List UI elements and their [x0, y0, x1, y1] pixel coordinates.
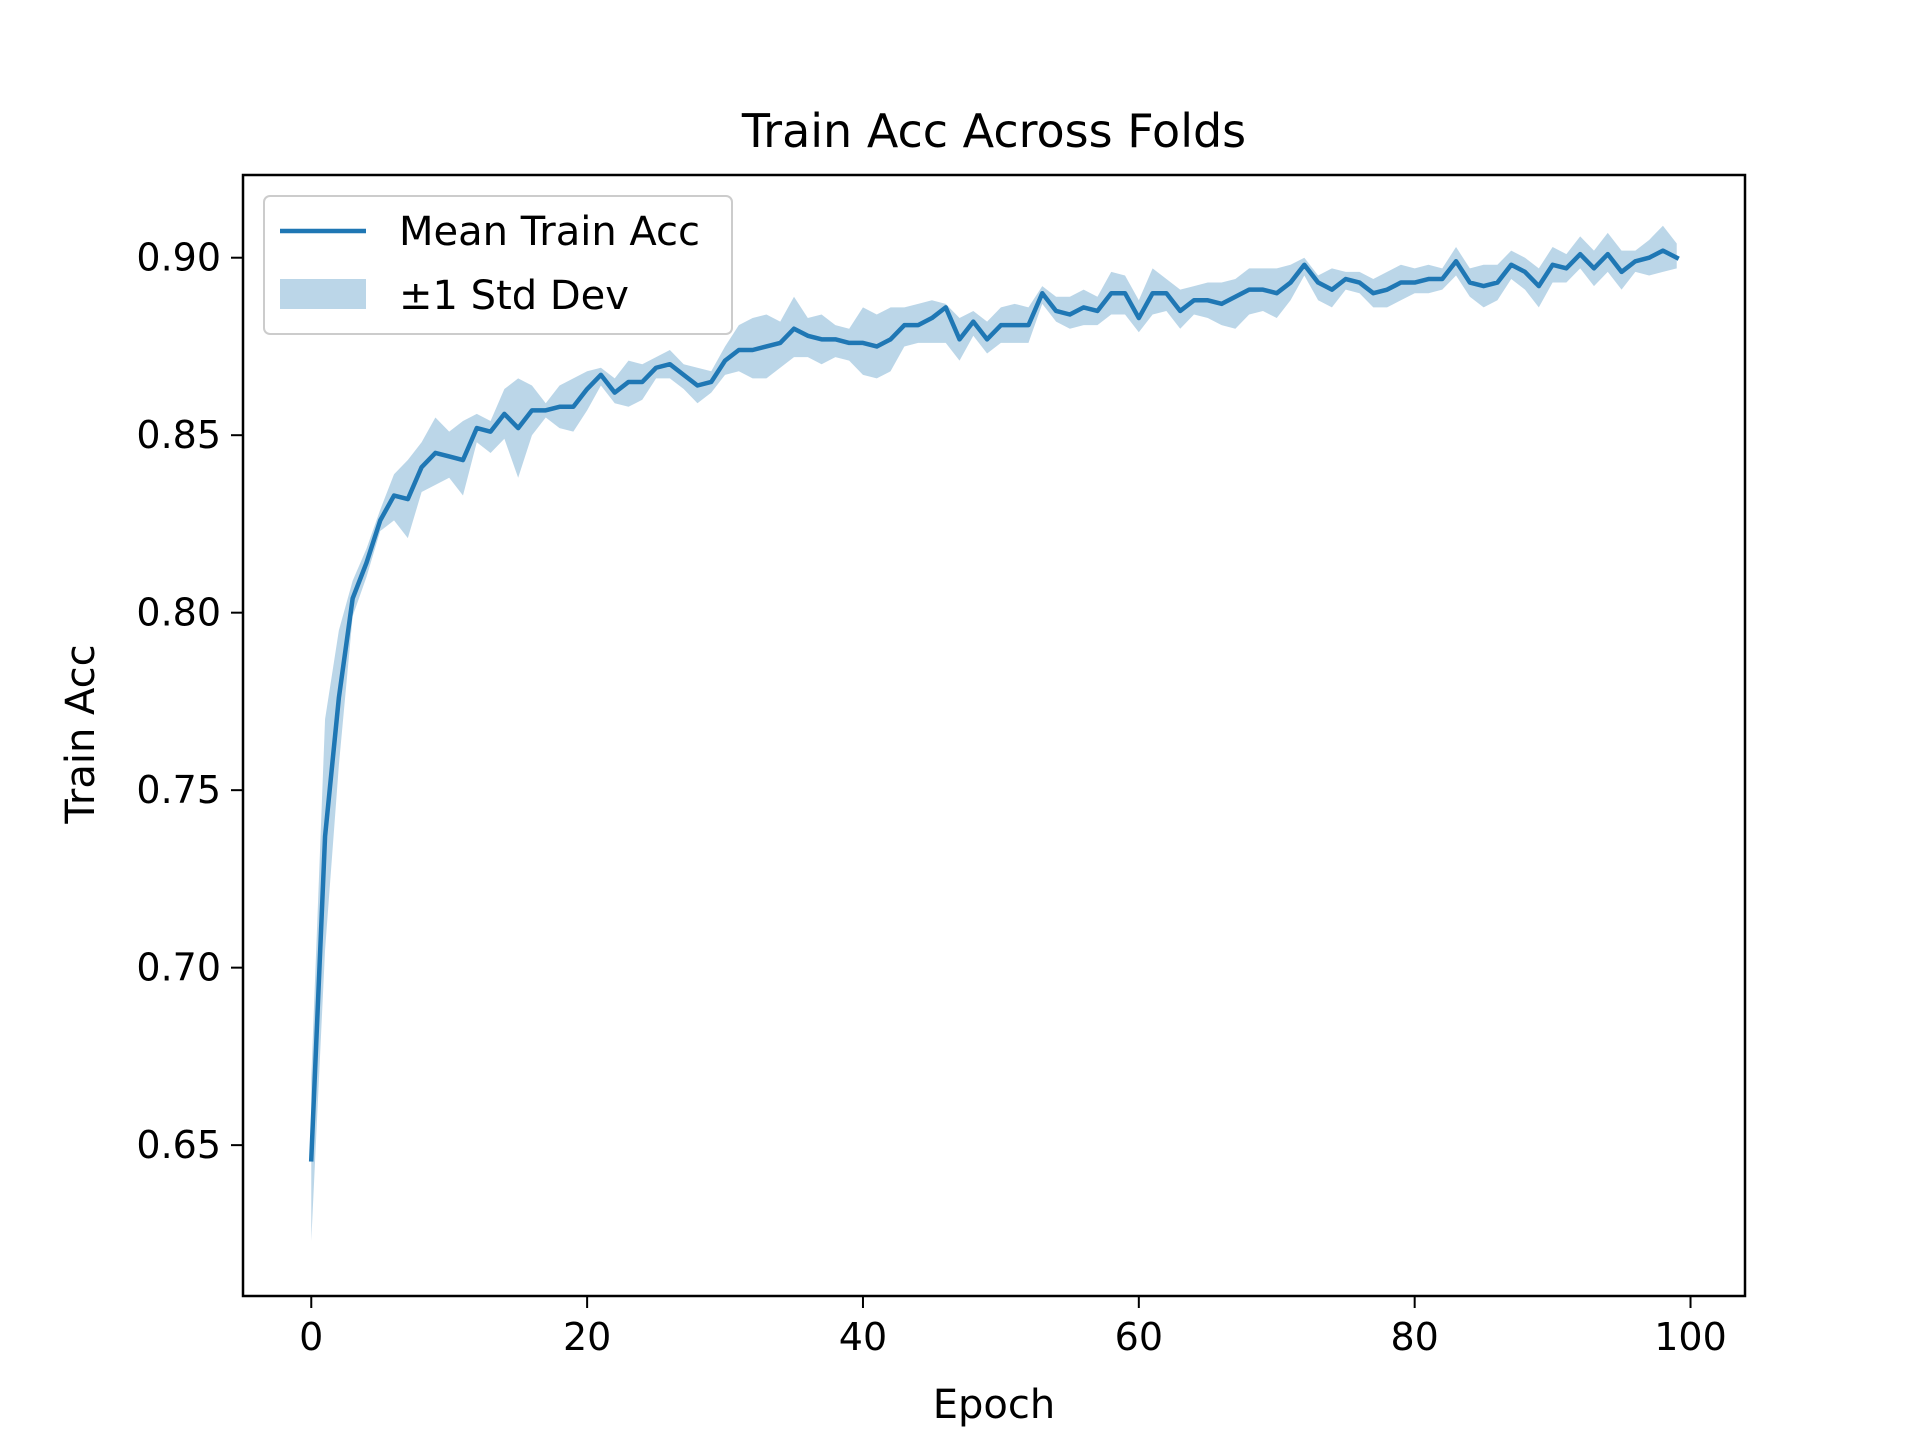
- legend-box: [263, 195, 733, 335]
- x-tick-label: 100: [1654, 1315, 1727, 1359]
- plot-area: [308, 225, 1680, 1241]
- y-tick-label: 0.70: [136, 946, 221, 990]
- y-tick-label: 0.75: [136, 768, 221, 812]
- y-axis: 0.65 0.70 0.75 0.80 0.85 0.90: [136, 236, 243, 1167]
- x-axis: 0 20 40 60 80 100: [299, 1296, 1727, 1359]
- y-tick-label: 0.85: [136, 413, 221, 457]
- x-tick-label: 20: [563, 1315, 611, 1359]
- chart-title: Train Acc Across Folds: [741, 104, 1246, 158]
- x-tick-label: 60: [1115, 1315, 1163, 1359]
- x-tick-label: 0: [299, 1315, 323, 1359]
- y-axis-label: Train Acc: [58, 644, 104, 824]
- y-tick-label: 0.65: [136, 1123, 221, 1167]
- legend-entry-std: ±1 Std Dev: [399, 273, 629, 319]
- mean-train-acc-line: [308, 248, 1680, 1162]
- y-tick-label: 0.90: [136, 236, 221, 280]
- plot-frame: [241, 173, 1747, 1298]
- x-tick-label: 80: [1390, 1315, 1438, 1359]
- legend-entry-mean: Mean Train Acc: [399, 209, 700, 255]
- y-tick-label: 0.80: [136, 591, 221, 635]
- legend: Mean Train Acc ±1 Std Dev: [263, 195, 733, 335]
- x-axis-label: Epoch: [933, 1382, 1055, 1428]
- legend-band-swatch: [280, 279, 366, 309]
- x-tick-label: 40: [839, 1315, 887, 1359]
